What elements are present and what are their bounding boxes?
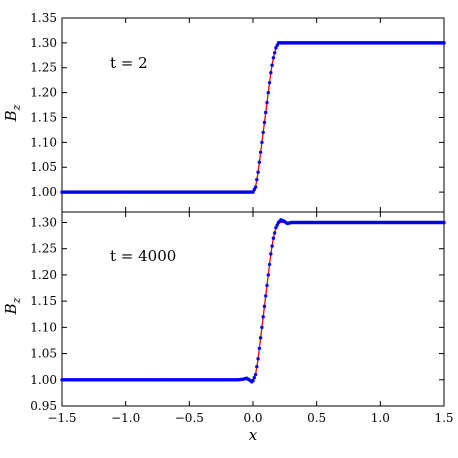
simulation-point [269,252,273,256]
simulation-point [256,357,260,361]
simulation-point [252,375,256,380]
y-tick-label: 1.10 [30,135,57,149]
x-tick-label: −0.5 [175,411,204,425]
simulation-point [260,325,264,330]
y-tick-label: 1.05 [30,160,57,174]
simulation-point [265,100,269,105]
simulation-point [264,294,268,298]
simulation-point [442,41,446,45]
x-tick-label: 0.0 [243,411,262,425]
simulation-point [264,110,268,115]
plot-frame [61,17,445,213]
simulation-point [262,304,267,309]
y-tick-label: 1.30 [30,36,57,50]
time-annotation: t = 2 [110,54,148,72]
simulation-point [266,273,270,277]
y-tick-label: 1.00 [30,373,57,387]
simulation-point [257,160,262,164]
simulation-point [260,140,264,145]
simulation-point [262,120,267,125]
simulation-point [255,364,259,369]
simulation-point [267,80,272,85]
simulation-point [272,51,277,55]
simulation-point [266,90,270,95]
simulation-point [256,170,260,174]
simulation-point [270,244,274,248]
y-tick-label: 1.25 [30,242,57,256]
simulation-point [267,262,272,267]
simulation-point [255,177,259,182]
y-tick-label: 1.20 [30,86,57,100]
simulation-point [442,220,446,225]
simulation-point [271,236,276,240]
y-tick-label: 1.10 [30,320,57,334]
simulation-point [265,283,269,288]
simulation-point [251,379,255,383]
simulation-point [258,336,263,340]
simulation-point [261,130,265,135]
simulation-point [271,56,276,60]
simulation-point [272,231,277,235]
y-tick-label: 0.95 [30,399,57,413]
simulation-point [275,223,279,227]
y-tick-label: 1.00 [30,185,57,199]
y-axis-label: Bz [2,104,23,122]
simulation-point [269,71,273,75]
simulation-point [258,150,263,155]
x-tick-label: 1.5 [434,411,453,425]
y-axis-label: Bz [2,297,23,315]
x-axis-label: x [249,426,258,444]
top-panel: 1.00 1.05 1.10 1.15 1.20 1.25 1.30 1.35 t = 2 Bz [2,11,446,213]
simulation-point [274,226,278,230]
y-tick-label: 1.05 [30,347,57,361]
bottom-panel: −1.5 −1.0 −0.5 0.0 0.5 1.0 1.5 0.95 1.00 1.05 1.10… [2,211,454,444]
y-tick-label: 1.15 [30,110,57,124]
simulation-point [253,372,258,377]
simulation-point [270,63,274,67]
y-tick-label: 1.15 [30,294,57,308]
x-tick-label: 1.0 [371,411,390,425]
simulation-point [257,346,262,351]
y-tick-label: 1.35 [30,11,57,25]
x-tick-label: −1.0 [111,411,140,425]
y-tick-label: 1.20 [30,268,57,282]
simulation-point [253,185,258,189]
x-tick-label: −1.5 [47,411,76,425]
y-tick-label: 1.30 [30,215,57,229]
x-tick-label: 0.5 [307,411,326,425]
time-annotation: t = 4000 [110,247,176,265]
y-tick-label: 1.25 [30,61,57,75]
simulation-point [261,315,265,319]
